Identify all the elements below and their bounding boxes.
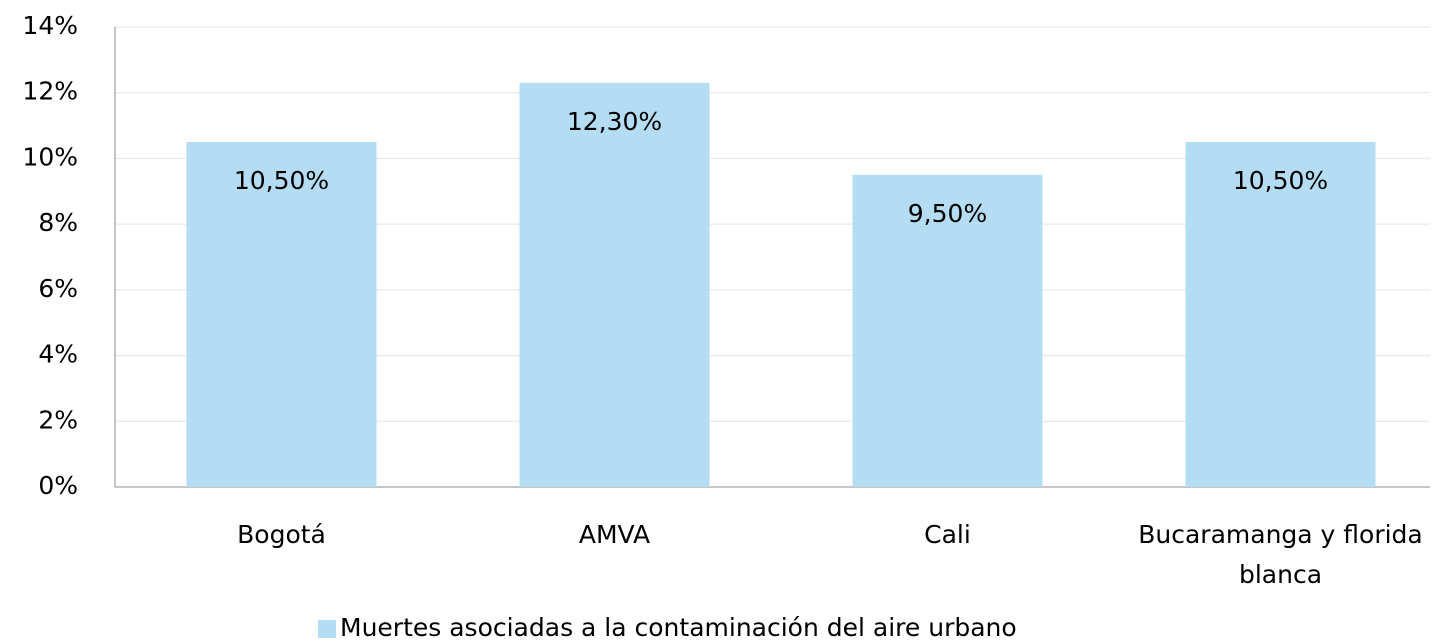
value-label: 12,30%	[567, 107, 662, 136]
y-tick-label: 8%	[38, 208, 78, 237]
x-tick-label: Bogotá	[237, 520, 326, 549]
bar	[186, 142, 377, 487]
x-tick-label: Bucaramanga y florida blanca	[1138, 520, 1423, 589]
y-tick-label: 10%	[22, 142, 78, 171]
x-tick-label: Cali	[924, 520, 971, 549]
value-label: 10,50%	[1233, 166, 1328, 195]
value-label: 10,50%	[234, 166, 329, 195]
legend-label: Muertes asociadas a la contaminación del…	[340, 613, 1017, 642]
y-tick-label: 12%	[22, 77, 78, 106]
bar	[1185, 142, 1376, 487]
bar	[519, 82, 710, 487]
x-tick-label: AMVA	[578, 520, 651, 549]
bar	[852, 174, 1043, 487]
value-label: 9,50%	[908, 199, 987, 228]
y-tick-label: 2%	[38, 405, 78, 434]
y-tick-label: 4%	[38, 340, 78, 369]
y-tick-label: 0%	[38, 471, 78, 500]
y-tick-label: 14%	[22, 11, 78, 40]
legend-swatch	[318, 620, 336, 638]
y-tick-label: 6%	[38, 274, 78, 303]
